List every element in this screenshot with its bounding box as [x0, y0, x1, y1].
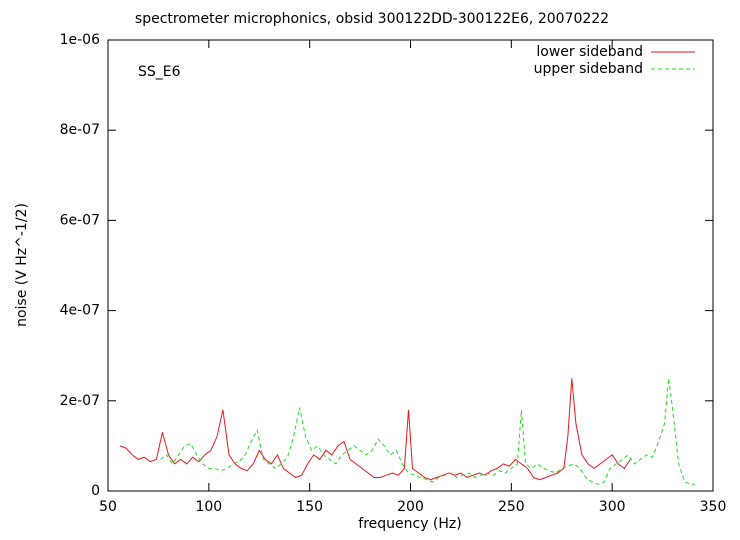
legend-label: upper sideband — [534, 61, 643, 77]
x-tick-label: 150 — [296, 499, 323, 515]
x-tick-label: 100 — [195, 499, 222, 515]
y-tick-label: 6e-07 — [60, 212, 100, 228]
x-tick-label: 50 — [99, 499, 117, 515]
x-axis-label: frequency (Hz) — [358, 516, 461, 532]
y-tick-label: 8e-07 — [60, 122, 100, 138]
y-tick-label: 0 — [91, 483, 100, 499]
y-tick-label: 4e-07 — [60, 303, 100, 319]
plot-border — [107, 39, 714, 492]
annotation: SS_E6 — [138, 64, 181, 80]
y-tick-label: 1e-06 — [60, 32, 100, 48]
x-tick-label: 250 — [498, 499, 525, 515]
line-series — [160, 378, 695, 485]
chart-title: spectrometer microphonics, obsid 300122D… — [135, 11, 609, 27]
x-tick-label: 350 — [700, 499, 727, 515]
x-tick-label: 300 — [599, 499, 626, 515]
x-tick-label: 200 — [397, 499, 424, 515]
line-series — [119, 378, 631, 481]
y-axis-label: noise (V Hz^-1/2) — [14, 203, 30, 327]
legend-label: lower sideband — [536, 44, 643, 60]
y-tick-label: 2e-07 — [60, 393, 100, 409]
